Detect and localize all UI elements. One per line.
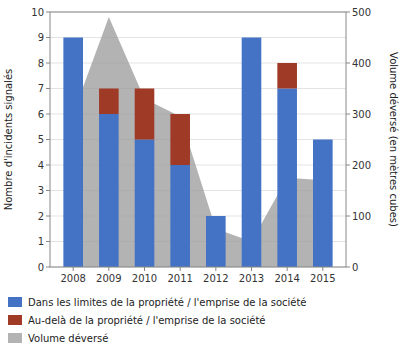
bar xyxy=(99,89,119,115)
bar xyxy=(63,37,83,38)
tick xyxy=(46,37,50,38)
tick xyxy=(73,267,74,271)
tick-label: 400 xyxy=(352,58,371,69)
tick xyxy=(46,216,50,217)
legend-label: Dans les limites de la propriété / l'emp… xyxy=(28,297,307,308)
tick xyxy=(46,88,50,89)
legend-label: Au-delà de la propriété / l'emprise de l… xyxy=(28,315,265,326)
tick xyxy=(46,241,50,242)
tick xyxy=(346,12,350,13)
tick-label: 3 xyxy=(38,185,44,196)
tick-label: 2011 xyxy=(167,273,192,284)
y-axis: 0 1 2 3 4 5 6 7 8 9 10 xyxy=(31,7,50,273)
bar xyxy=(63,38,83,268)
area xyxy=(73,17,323,267)
tick-label: 5 xyxy=(38,134,44,145)
bar xyxy=(135,89,155,140)
tick xyxy=(46,63,50,64)
bar xyxy=(206,216,226,217)
tick-label: 2 xyxy=(38,211,44,222)
tick-label: 300 xyxy=(352,109,371,120)
tick-label: 2008 xyxy=(60,273,85,284)
tick-label: 2014 xyxy=(274,273,299,284)
grid xyxy=(50,12,346,267)
tick xyxy=(46,190,50,191)
tick-label: 200 xyxy=(352,160,371,171)
bar xyxy=(242,37,262,38)
bar xyxy=(242,38,262,268)
tick xyxy=(46,165,50,166)
background xyxy=(0,0,400,359)
tick xyxy=(322,267,323,271)
x-axis: 2008 2009 2010 2011 2012 2013 2014 2015 xyxy=(60,267,335,284)
tick xyxy=(108,267,109,271)
chart: 0123456789100100200300400500200820092010… xyxy=(0,0,400,359)
tick-label: 6 xyxy=(38,109,44,120)
tick-label: 2013 xyxy=(239,273,264,284)
bar xyxy=(206,216,226,267)
tick-label: 9 xyxy=(38,32,44,43)
tick-label: 500 xyxy=(352,7,371,18)
tick-label: 100 xyxy=(352,211,371,222)
tick xyxy=(346,216,350,217)
legend-label: Volume déversé xyxy=(28,333,108,344)
tick-label: 2010 xyxy=(132,273,157,284)
tick-label: 2009 xyxy=(96,273,121,284)
tick xyxy=(251,267,252,271)
legend-swatch xyxy=(8,333,22,343)
tick xyxy=(46,139,50,140)
tick xyxy=(46,267,50,268)
y-axis-title: Nombre d'incidents signalés xyxy=(3,69,14,211)
bar xyxy=(277,63,297,89)
bar xyxy=(170,114,190,165)
tick xyxy=(346,267,350,268)
plot-frame xyxy=(50,12,346,267)
tick-label: 2015 xyxy=(310,273,335,284)
tick xyxy=(46,12,50,13)
bar xyxy=(170,165,190,267)
tick xyxy=(346,63,350,64)
tick-label: 0 xyxy=(38,262,44,273)
tick xyxy=(46,114,50,115)
tick-label: 4 xyxy=(38,160,44,171)
tick xyxy=(346,114,350,115)
legend-swatch xyxy=(8,315,22,325)
tick xyxy=(215,267,216,271)
bar-series xyxy=(99,63,297,165)
y2-axis: 0 100 200 300 400 500 xyxy=(346,7,371,273)
bar xyxy=(135,140,155,268)
tick-label: 1 xyxy=(38,236,44,247)
tick-label: 2012 xyxy=(203,273,228,284)
legend-swatch xyxy=(8,297,22,307)
bar xyxy=(99,114,119,267)
y2-axis-title: Volume déversé (en mètres cubes) xyxy=(388,52,399,227)
tick xyxy=(287,267,288,271)
grid-line xyxy=(50,37,346,38)
bar xyxy=(313,140,333,268)
tick xyxy=(346,165,350,166)
bar xyxy=(277,89,297,268)
plot-area xyxy=(63,17,332,267)
tick xyxy=(180,267,181,271)
tick xyxy=(144,267,145,271)
tick-label: 8 xyxy=(38,58,44,69)
tick-label: 10 xyxy=(31,7,44,18)
legend: Dans les limites de la propriété / l'emp… xyxy=(8,297,307,344)
tick-label: 7 xyxy=(38,83,44,94)
bar xyxy=(313,139,333,140)
bar-series xyxy=(63,38,332,268)
tick-label: 0 xyxy=(352,262,358,273)
